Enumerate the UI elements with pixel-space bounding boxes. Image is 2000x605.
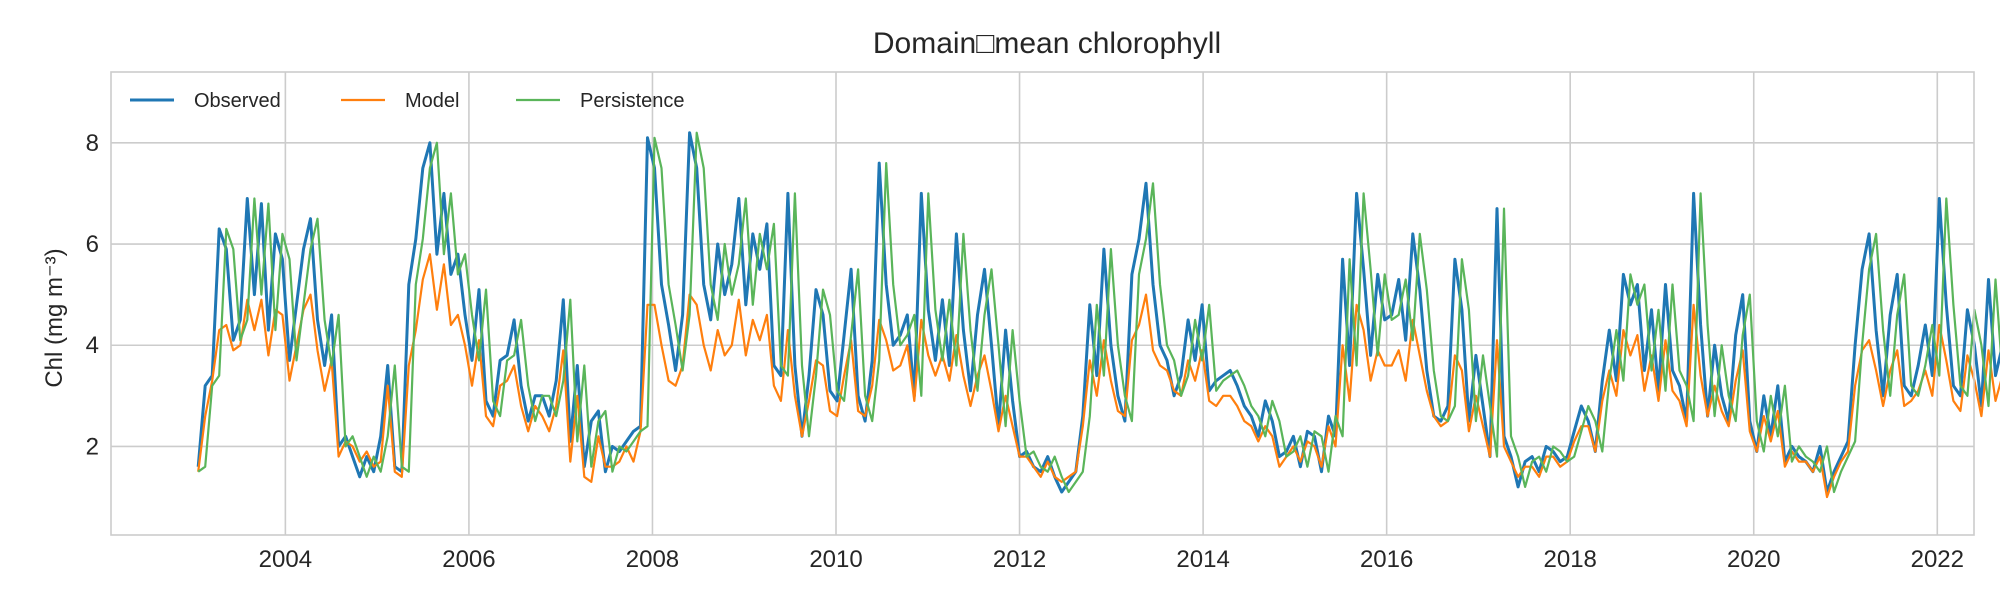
- legend: Observed Model Persistence: [130, 90, 685, 112]
- y-axis: 2 4 6 8: [86, 130, 99, 461]
- series-line-persistence: [197, 131, 2000, 494]
- x-tick-label: 2006: [442, 546, 495, 573]
- legend-label: Model: [405, 90, 459, 112]
- x-axis: 2004 2006 2008 2010 2012 2014 2016 2018 2020 2022: [259, 546, 1964, 573]
- x-tick-label: 2018: [1544, 546, 1597, 573]
- legend-item-observed: Observed: [130, 90, 281, 112]
- legend-item-persistence: Persistence: [516, 90, 685, 112]
- grid-lines: [111, 72, 1974, 535]
- x-tick-label: 2014: [1176, 546, 1229, 573]
- x-tick-label: 2020: [1727, 546, 1780, 573]
- x-tick-label: 2008: [626, 546, 679, 573]
- chart-title: Domain□mean chlorophyll: [873, 27, 1221, 60]
- x-tick-label: 2004: [259, 546, 312, 573]
- series-layer: [196, 131, 2000, 499]
- x-tick-label: 2012: [993, 546, 1046, 573]
- plot-frame: [110, 71, 1975, 536]
- x-tick-label: 2010: [809, 546, 862, 573]
- x-tick-label: 2016: [1360, 546, 1413, 573]
- y-tick-label: 8: [86, 130, 99, 157]
- y-tick-label: 6: [86, 231, 99, 258]
- legend-label: Observed: [194, 90, 281, 112]
- y-axis-label: Chl (mg m⁻³): [41, 248, 68, 387]
- y-tick-label: 4: [86, 332, 99, 359]
- legend-item-model: Model: [341, 90, 459, 112]
- legend-label: Persistence: [580, 90, 685, 112]
- series-line-observed: [196, 131, 2000, 494]
- y-tick-label: 2: [86, 433, 99, 460]
- x-tick-label: 2022: [1911, 546, 1964, 573]
